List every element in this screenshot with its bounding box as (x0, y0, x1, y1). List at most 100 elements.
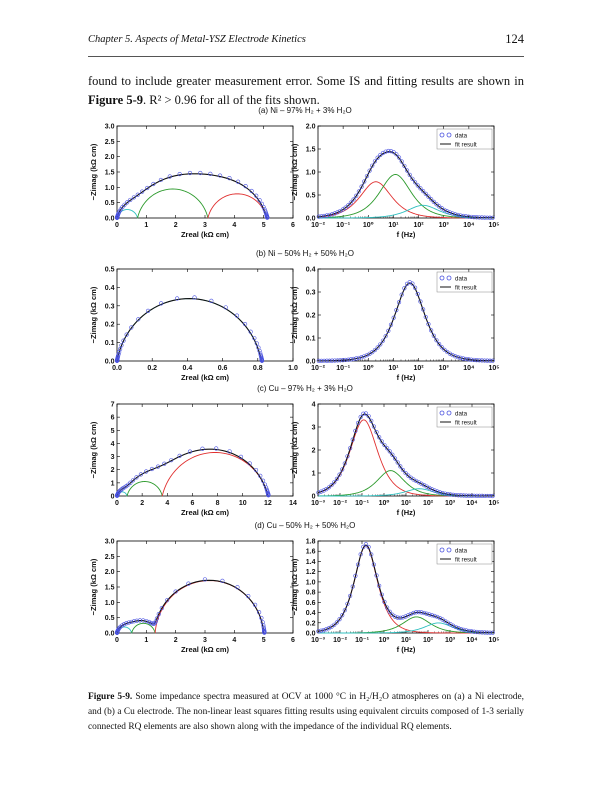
bode-c-legend-data-marker (446, 410, 452, 416)
bode-d-data-point (382, 599, 387, 605)
nyquist-b-data-point (252, 336, 257, 341)
nyquist-d-fit-line (116, 579, 265, 634)
bode-a-ytick-label: 1.5 (306, 147, 316, 154)
nyquist-d-data-point (156, 612, 161, 617)
nyquist-c-ytick-label: 5 (111, 428, 115, 435)
bode-b-data-point (477, 358, 482, 363)
bode-d-legend-data-marker (446, 547, 452, 553)
bode-b-data-point (383, 334, 388, 339)
nyquist-d-xtick-label: 1 (144, 637, 148, 644)
nyquist-d-xtick-label: 2 (174, 637, 178, 644)
bode-d-data-point (361, 544, 366, 550)
bode-c-xtick-label: 10⁰ (379, 499, 390, 507)
nyquist-d-ytick-label: 2.5 (105, 554, 115, 561)
bode-b-data-point (461, 356, 466, 361)
bode-c-data-point (374, 430, 379, 435)
nyquist-d-ylabel: −Zimag (kΩ cm) (89, 558, 98, 615)
bode-a-data-point (461, 213, 466, 219)
bode-d-data-point (332, 622, 337, 627)
bode-c-data-point (332, 480, 337, 485)
nyquist-c-data-point (262, 482, 267, 487)
bode-c-data-point (337, 472, 342, 477)
bode-d-data-point (384, 605, 390, 610)
bode-c-ytick-label: 3 (312, 425, 316, 432)
nyquist-a-data-point (151, 181, 156, 187)
bode-b-data-point (423, 314, 428, 320)
bode-a-data-point (431, 199, 436, 204)
bode-c-data-point (485, 493, 490, 499)
bode-c-data-point (342, 461, 347, 466)
bode-c-xtick-label: 10⁴ (466, 500, 478, 507)
bode-b-data-point (335, 358, 340, 363)
bode-a-data-point (327, 212, 332, 218)
nyquist-c-ylabel: −Zimag (kΩ cm) (89, 421, 98, 478)
bode-a-xlabel: f (Hz) (397, 230, 416, 239)
bode-a-data-point (469, 214, 474, 220)
nyquist-a-data-point (122, 202, 127, 207)
bode-c-rq-curve (318, 419, 494, 497)
bode-d-data-point (456, 626, 461, 631)
caption-label: Figure 5-9. (88, 692, 133, 702)
bode-d-legend-fit-label: fit result (455, 557, 477, 564)
bode-c-data-point (427, 485, 432, 491)
nyquist-b-data-point (258, 351, 263, 356)
nyquist-d-xlabel: Zreal (kΩ cm) (181, 645, 230, 654)
bode-c-data-point (456, 493, 461, 498)
nyquist-c-data-point (200, 446, 205, 451)
nyquist-c-data-point (177, 453, 182, 458)
bode-c-data-point (472, 493, 477, 498)
bode-d-data-point (485, 630, 490, 635)
bode-a-legend-data-marker (446, 132, 452, 138)
nyquist-d-ytick-label: 1.0 (105, 600, 115, 607)
bode-b-data-point (410, 281, 415, 286)
bode-b-legend-data-marker (439, 275, 445, 281)
bode-b-data-point (354, 356, 359, 361)
nyquist-d-data-point (246, 594, 251, 599)
bode-a-data-point (477, 215, 482, 220)
nyquist-b-data-point (248, 329, 253, 334)
nyquist-d-data-point (144, 618, 149, 624)
bode-b-data-point (412, 285, 418, 290)
bode-a-data-point (463, 214, 468, 219)
bode-b-data-point (455, 355, 460, 360)
nyquist-d-data-point (259, 615, 264, 621)
bode-a-legend-data-marker (439, 132, 445, 138)
bode-d-data-point (432, 613, 437, 619)
bode-c-data-point (403, 470, 408, 476)
bode-a-rq-curve (318, 181, 494, 219)
nyquist-b-xtick-label: 0.6 (218, 365, 228, 372)
panel-title-d: (d) Cu – 50% H₂ + 50% H₂O (254, 521, 356, 530)
bode-c-data-point (392, 456, 398, 461)
bode-a-data-point (375, 155, 380, 160)
nyquist-d-xtick-label: 6 (291, 637, 295, 644)
nyquist-a-data-point (131, 195, 136, 200)
bode-a-data-point (346, 203, 351, 208)
bode-d-data-point (318, 628, 324, 633)
bode-c-data-point (450, 492, 456, 497)
bode-a-data-point (356, 189, 362, 194)
nyquist-b-ytick-label: 0.3 (105, 303, 115, 310)
bode-a-data-point (362, 179, 367, 184)
bode-c-data-point (429, 487, 435, 492)
bode-b-data-point (474, 358, 479, 363)
nyquist-c-data-point (264, 487, 269, 492)
bode-d-data-point (334, 620, 340, 625)
bode-c-ytick-label: 0 (312, 494, 316, 501)
nyquist-d-ytick-label: 3.0 (105, 539, 115, 546)
bode-d-ytick-label: 1.0 (306, 579, 316, 586)
nyquist-a-ytick-label: 0.0 (105, 216, 115, 223)
nyquist-a-data-point (227, 176, 232, 181)
bode-a-data-point (322, 213, 327, 219)
bode-a-data-point (412, 180, 418, 185)
nyquist-a-data-point (249, 188, 254, 194)
nyquist-b-data-point (258, 353, 263, 358)
nyquist-d-ytick-label: 0.5 (105, 615, 115, 622)
bode-c-data-point (366, 414, 371, 419)
nyquist-b-ylabel: −Zimag (kΩ cm) (89, 286, 98, 343)
caption-text: Some impedance spectra measured at OCV a… (88, 692, 524, 732)
nyquist-d-xtick-label: 0 (115, 637, 119, 644)
nyquist-d-data-point (137, 618, 143, 623)
nyquist-a-rq-arc (137, 188, 209, 219)
bode-d-ytick-label: 0.6 (306, 600, 316, 607)
bode-b-data-point (453, 354, 458, 359)
